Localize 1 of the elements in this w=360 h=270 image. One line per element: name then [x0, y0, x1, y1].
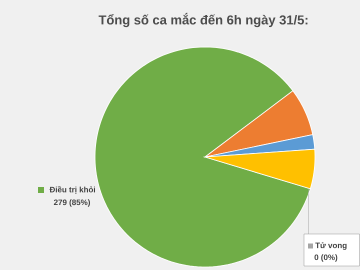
- chart-title: Tổng số ca mắc đến 6h ngày 31/5:: [98, 12, 308, 28]
